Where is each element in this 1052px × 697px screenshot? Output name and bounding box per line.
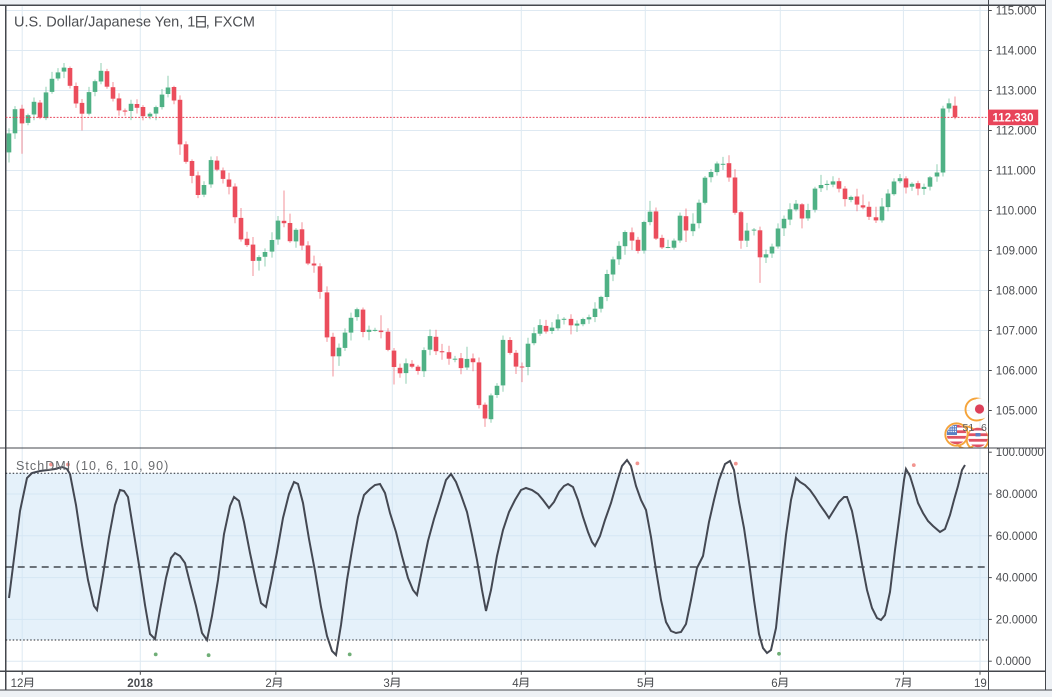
svg-text:80.0000: 80.0000 [996, 489, 1038, 501]
svg-text:6: 6 [771, 678, 777, 690]
svg-text:113.000: 113.000 [996, 86, 1037, 98]
svg-text:112.330: 112.330 [993, 113, 1034, 125]
svg-text:2: 2 [265, 678, 271, 690]
svg-text:U.S. Dollar/Japanese Yen, 1: U.S. Dollar/Japanese Yen, 1 [14, 15, 195, 31]
svg-text:4: 4 [512, 678, 519, 690]
svg-text:6: 6 [981, 422, 987, 434]
svg-text:110.000: 110.000 [996, 206, 1037, 218]
svg-text:111.000: 111.000 [996, 166, 1036, 178]
svg-text:105.000: 105.000 [996, 406, 1038, 418]
svg-text:12: 12 [11, 678, 24, 690]
svg-text:2018: 2018 [127, 678, 153, 690]
svg-text:109.000: 109.000 [996, 246, 1038, 258]
svg-text:19: 19 [974, 678, 987, 690]
svg-text:115.000: 115.000 [996, 6, 1037, 18]
svg-text:, FXCM: , FXCM [206, 15, 255, 31]
svg-text:StchDMI (10, 6, 10, 90): StchDMI (10, 6, 10, 90) [16, 459, 169, 473]
svg-text:100.0000: 100.0000 [996, 447, 1044, 459]
svg-text:114.000: 114.000 [996, 46, 1037, 58]
svg-text:7: 7 [895, 678, 901, 690]
svg-text:60.0000: 60.0000 [996, 531, 1038, 543]
svg-text:106.000: 106.000 [996, 366, 1038, 378]
svg-text:0.0000: 0.0000 [996, 656, 1031, 668]
svg-text:107.000: 107.000 [996, 326, 1038, 338]
svg-text:3: 3 [383, 678, 389, 690]
svg-text:51: 51 [963, 422, 975, 434]
svg-text:108.000: 108.000 [996, 286, 1038, 298]
svg-text:112.000: 112.000 [996, 126, 1037, 138]
svg-text:40.0000: 40.0000 [996, 573, 1038, 585]
svg-text:20.0000: 20.0000 [996, 614, 1038, 626]
svg-text:5: 5 [637, 678, 643, 690]
